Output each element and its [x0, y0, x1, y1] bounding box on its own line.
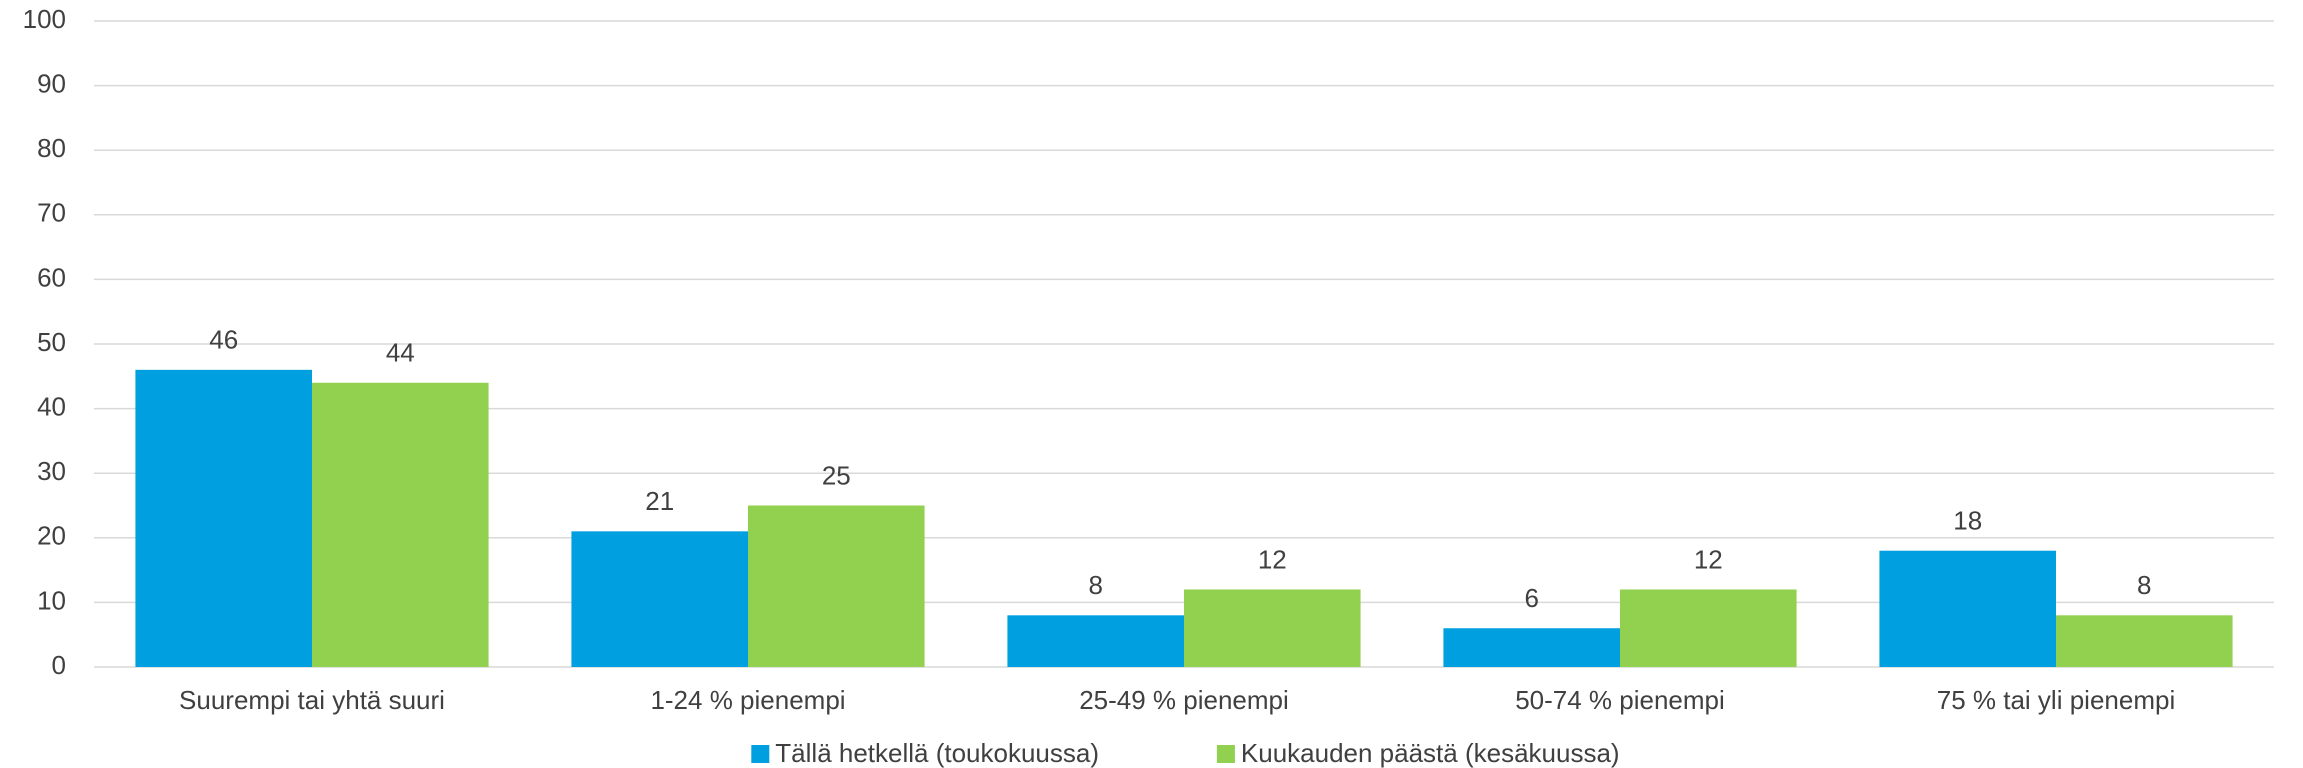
bar — [312, 382, 489, 667]
legend-label: Kuukauden päästä (kesäkuussa) — [1241, 738, 1620, 768]
x-tick-label: 75 % tai yli pienempi — [1937, 685, 2175, 715]
y-tick-label: 20 — [37, 521, 66, 551]
data-label: 18 — [1953, 506, 1982, 536]
x-tick-label: 1-24 % pienempi — [650, 685, 845, 715]
data-label: 21 — [645, 486, 674, 516]
data-label: 12 — [1258, 544, 1287, 574]
data-label: 25 — [822, 460, 851, 490]
data-label: 8 — [2137, 570, 2151, 600]
x-tick-label: Suurempi tai yhtä suuri — [179, 685, 445, 715]
legend-swatch — [1216, 745, 1235, 763]
data-label: 12 — [1694, 544, 1723, 574]
bar — [135, 369, 312, 667]
y-tick-label: 10 — [37, 585, 66, 615]
data-label: 44 — [386, 338, 415, 368]
bar — [1443, 628, 1620, 667]
legend-swatch — [751, 745, 770, 763]
bar — [748, 505, 925, 667]
y-tick-label: 40 — [37, 391, 66, 421]
data-label: 46 — [209, 325, 238, 355]
y-tick-label: 80 — [37, 133, 66, 163]
bar — [2056, 615, 2233, 667]
y-tick-label: 100 — [23, 4, 66, 34]
x-tick-label: 50-74 % pienempi — [1515, 685, 1725, 715]
y-tick-label: 70 — [37, 198, 66, 228]
data-label: 6 — [1524, 583, 1538, 613]
bar — [1879, 550, 2056, 667]
bar — [1184, 589, 1361, 667]
data-label: 8 — [1088, 570, 1102, 600]
y-tick-label: 90 — [37, 68, 66, 98]
y-tick-label: 60 — [37, 262, 66, 292]
bar — [1007, 615, 1184, 667]
y-tick-label: 30 — [37, 456, 66, 486]
y-tick-label: 0 — [52, 650, 66, 680]
y-tick-label: 50 — [37, 327, 66, 357]
x-tick-label: 25-49 % pienempi — [1079, 685, 1289, 715]
bar — [1620, 589, 1797, 667]
legend-label: Tällä hetkellä (toukokuussa) — [775, 738, 1099, 768]
bar — [571, 531, 748, 667]
